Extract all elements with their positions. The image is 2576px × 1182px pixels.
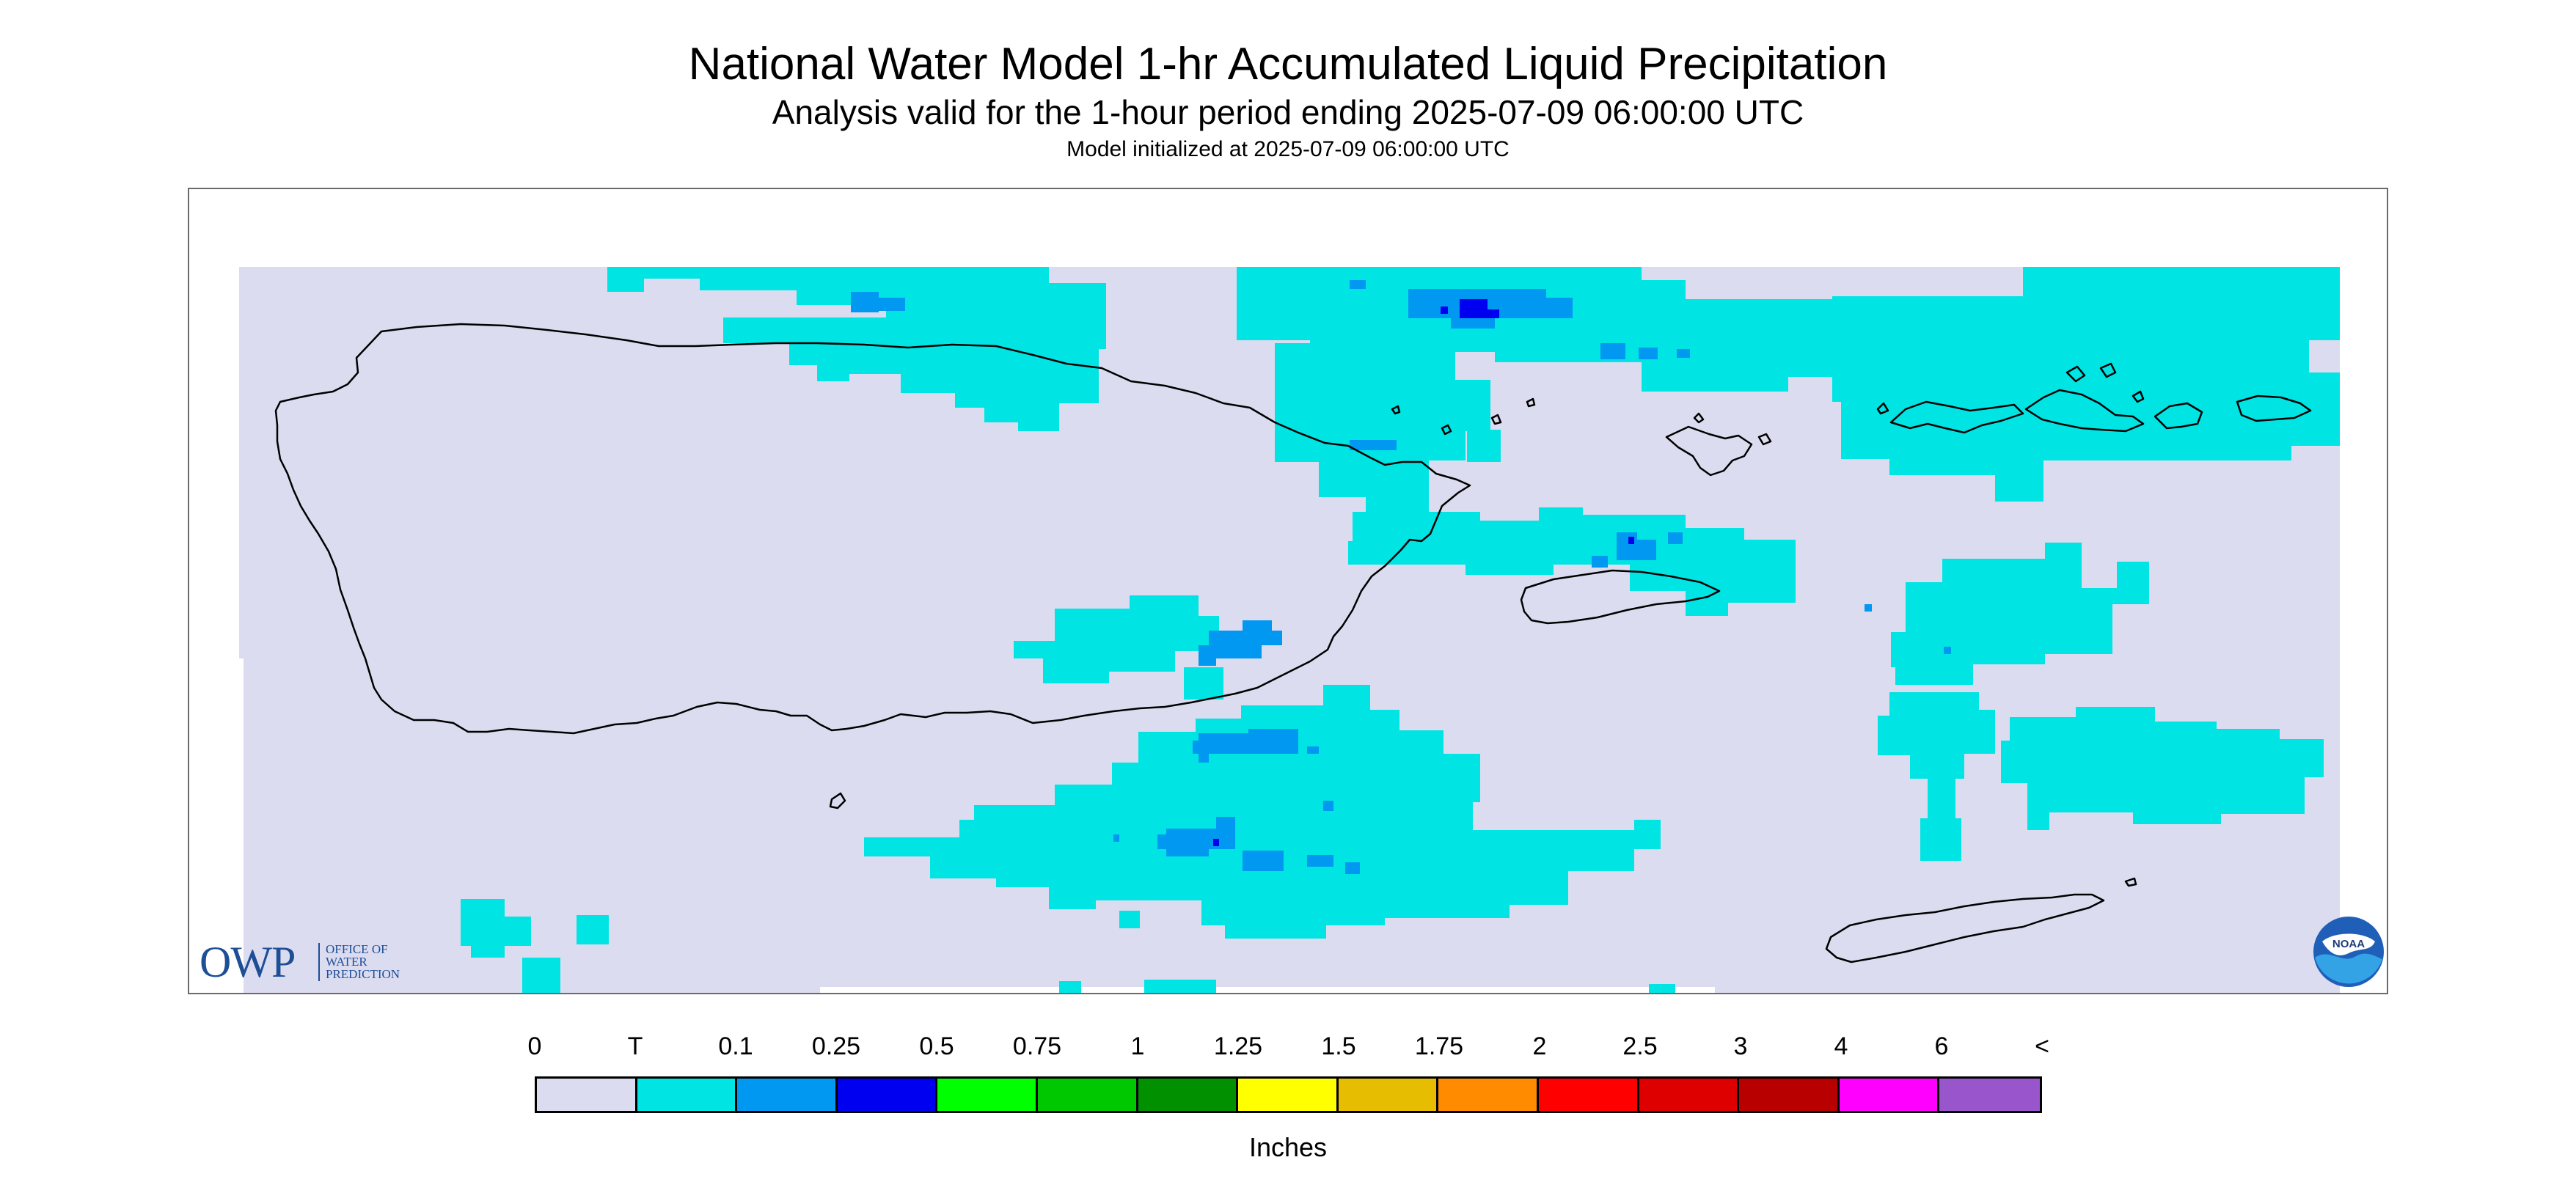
legend-swatch — [537, 1079, 637, 1111]
legend-color-bar — [535, 1076, 2042, 1113]
legend-swatch — [1037, 1079, 1138, 1111]
legend-tick-label: T — [627, 1032, 643, 1060]
legend-swatch — [1639, 1079, 1740, 1111]
legend-swatch — [1138, 1079, 1239, 1111]
map-subtitle: Analysis valid for the 1-hour period end… — [772, 93, 1804, 131]
precip-0p1-areas — [851, 280, 1951, 874]
model-init-time: Model initialized at 2025-07-09 06:00:00… — [1066, 137, 1510, 161]
legend-tick-label: 2.5 — [1622, 1032, 1658, 1060]
precip-trace-areas — [461, 267, 2340, 993]
legend-swatch — [1739, 1079, 1840, 1111]
legend-tick-label: 1.25 — [1213, 1032, 1263, 1060]
legend-swatch — [1238, 1079, 1339, 1111]
owp-logo-letters: OWP — [200, 938, 296, 986]
legend-tick-label: 3 — [1733, 1032, 1748, 1060]
legend-tick-label: 1.5 — [1321, 1032, 1356, 1060]
legend-tick-label: 0.1 — [718, 1032, 753, 1060]
noaa-logo: NOAA — [2313, 917, 2384, 987]
legend-tick-label: 0 — [527, 1032, 542, 1060]
legend-tick-label: 1 — [1130, 1032, 1145, 1060]
legend-tick-label: 0.75 — [1012, 1032, 1062, 1060]
owp-logo-divider — [318, 943, 320, 981]
precipitation-map[interactable] — [188, 188, 2388, 994]
analysis-domain — [239, 267, 2340, 993]
legend-unit-label: Inches — [1248, 1132, 1328, 1162]
legend-tick-label: 0.5 — [919, 1032, 954, 1060]
map-canvas — [239, 267, 2340, 993]
legend-tick-label: 0.25 — [811, 1032, 861, 1060]
legend-tick-label: 4 — [1834, 1032, 1848, 1060]
legend-swatch — [937, 1079, 1038, 1111]
legend-swatch — [1338, 1079, 1439, 1111]
legend-swatch — [1538, 1079, 1639, 1111]
legend-swatch — [737, 1079, 838, 1111]
legend-swatch — [637, 1079, 738, 1111]
legend-tick-label: 2 — [1532, 1032, 1547, 1060]
noaa-logo-text: NOAA — [2332, 938, 2365, 950]
owp-logo-subtitle: OFFICE OF WATER PREDICTION — [326, 942, 400, 981]
coastlines — [274, 323, 2312, 963]
legend-tick-label: 1.75 — [1414, 1032, 1464, 1060]
owp-logo: OWP OFFICE OF WATER PREDICTION — [200, 940, 434, 984]
precip-0p25-areas — [1213, 299, 1634, 846]
legend-swatch — [837, 1079, 938, 1111]
legend-swatch — [1939, 1079, 2040, 1111]
legend-swatch — [1839, 1079, 1940, 1111]
legend-tick-label: 6 — [1934, 1032, 1949, 1060]
legend-swatch — [1438, 1079, 1539, 1111]
legend-tick-label: < — [2035, 1032, 2049, 1060]
map-title: National Water Model 1-hr Accumulated Li… — [688, 39, 1888, 89]
